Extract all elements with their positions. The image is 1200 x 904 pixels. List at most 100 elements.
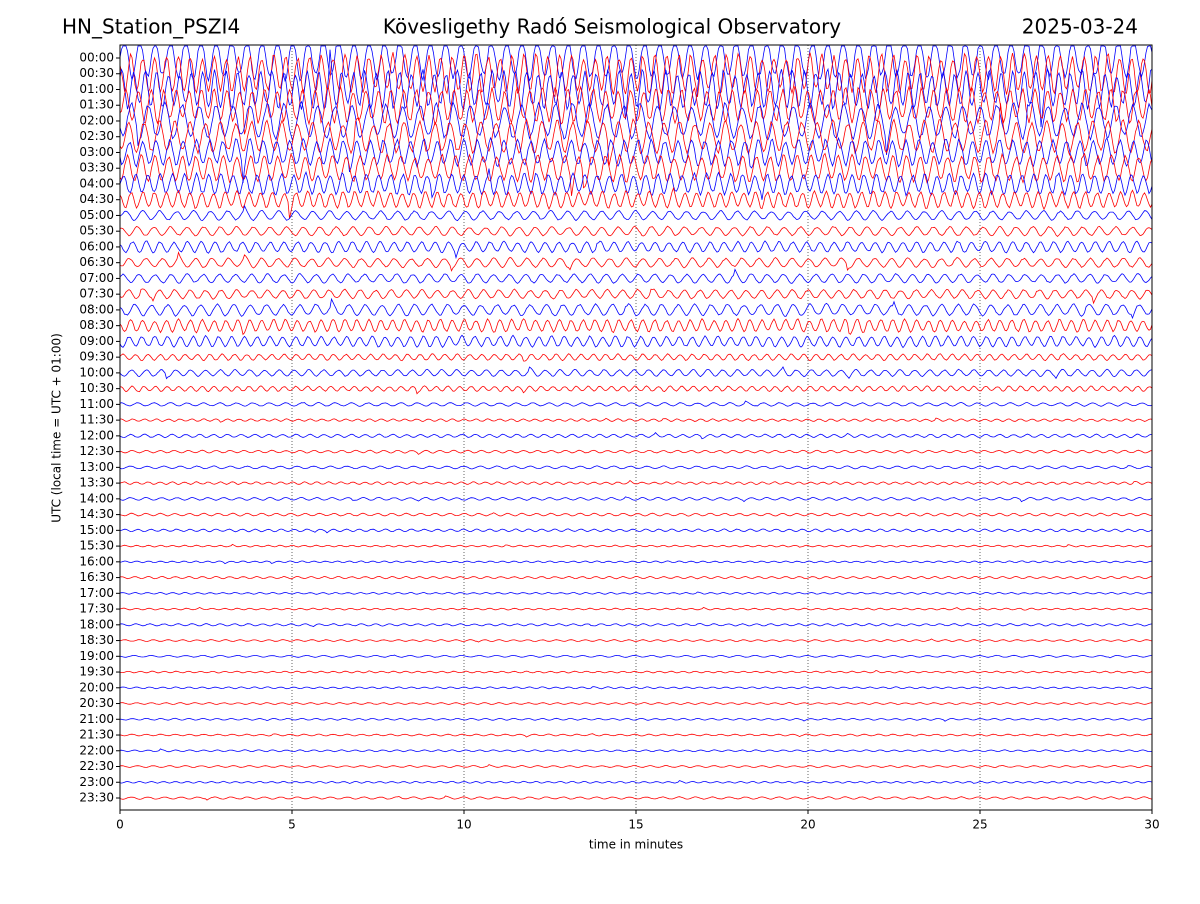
y-tick-label: 11:00 [79,397,114,411]
y-tick-label: 21:30 [79,728,114,742]
trace [119,623,1153,627]
y-tick-label: 00:00 [79,51,114,65]
trace [119,543,1153,548]
y-tick-label: 20:00 [79,680,114,694]
trace [119,591,1153,595]
trace [119,717,1153,722]
trace [119,204,1153,222]
y-tick-label: 03:30 [79,161,114,175]
trace [119,186,1153,219]
y-axis-label: UTC (local time = UTC + 01:00) [50,333,64,523]
date: 2025-03-24 [1022,15,1138,39]
trace [119,366,1153,380]
y-tick-label: 04:00 [79,176,114,190]
trace [119,152,1153,196]
trace [119,136,1153,183]
trace [120,417,1153,423]
y-tick-label: 10:30 [79,381,114,395]
x-tick-label: 25 [972,818,987,832]
trace [119,431,1152,440]
trace [119,764,1153,768]
y-tick-label: 12:30 [79,444,114,458]
trace [119,654,1153,659]
y-tick-label: 16:30 [79,570,114,584]
y-tick-label: 18:30 [79,633,114,647]
trace [119,606,1153,611]
y-tick-label: 22:30 [79,759,114,773]
x-axis-label: time in minutes [589,838,683,852]
y-tick-label: 12:00 [79,428,114,442]
trace [119,251,1153,272]
y-tick-label: 02:00 [79,113,114,127]
y-tick-label: 01:00 [79,82,114,96]
y-tick-label: 22:00 [79,743,114,757]
y-tick-label: 14:30 [79,507,114,521]
y-tick-label: 21:00 [79,712,114,726]
y-tick-label: 00:30 [79,66,114,80]
station: HN_Station_PSZI4 [62,15,240,39]
y-tick-label: 19:00 [79,649,114,663]
x-tick-label: 5 [288,818,296,832]
trace [119,52,1153,98]
trace [119,465,1153,470]
trace [119,297,1153,320]
trace [119,385,1153,395]
trace [119,45,1153,83]
trace [119,575,1153,580]
trace [119,795,1153,801]
trace [119,512,1153,517]
y-tick-label: 16:00 [79,554,114,568]
y-tick-label: 19:30 [79,665,114,679]
y-tick-label: 23:30 [79,791,114,805]
traces [119,45,1153,810]
trace [119,669,1153,674]
y-tick-label: 07:30 [79,287,114,301]
y-tick-label: 02:30 [79,129,114,143]
y-tick-label: 17:30 [79,602,114,616]
trace [119,479,1153,485]
trace [119,49,1153,128]
y-tick-label: 14:00 [79,491,114,505]
y-tick-label: 15:00 [79,523,114,537]
y-tick-label: 04:30 [79,192,114,206]
trace [119,560,1153,565]
trace [119,496,1153,503]
trace [119,353,1153,362]
y-tick-label: 18:00 [79,617,114,631]
trace [119,748,1153,753]
y-tick-label: 05:00 [79,208,114,222]
y-tick-label: 09:30 [79,350,114,364]
trace [119,638,1153,643]
y-tick-label: 08:30 [79,318,114,332]
y-tick-label: 11:30 [79,413,114,427]
trace [119,225,1153,237]
trace [119,334,1153,349]
y-tick-label: 23:00 [79,775,114,789]
chart-title: Kövesligethy Radó Seismological Observat… [383,15,841,39]
trace [119,240,1153,260]
x-tick-label: 20 [800,818,815,832]
y-tick-label: 06:00 [79,239,114,253]
x-tick-label: 0 [116,818,124,832]
y-tick-label: 13:00 [79,460,114,474]
trace [119,317,1153,336]
trace [119,780,1153,784]
trace [119,733,1153,738]
trace [119,528,1153,534]
trace [119,702,1153,705]
y-tick-label: 07:00 [79,271,114,285]
y-tick-label: 15:30 [79,539,114,553]
y-tick-label: 09:00 [79,334,114,348]
x-tick-label: 30 [1144,818,1159,832]
y-tick-label: 01:30 [79,98,114,112]
trace [119,100,1153,155]
y-tick-label: 10:00 [79,365,114,379]
trace [119,288,1153,305]
y-tick-label: 08:00 [79,302,114,316]
y-tick-label: 06:30 [79,255,114,269]
trace [119,400,1153,407]
y-tick-label: 05:30 [79,224,114,238]
trace [119,103,1153,167]
